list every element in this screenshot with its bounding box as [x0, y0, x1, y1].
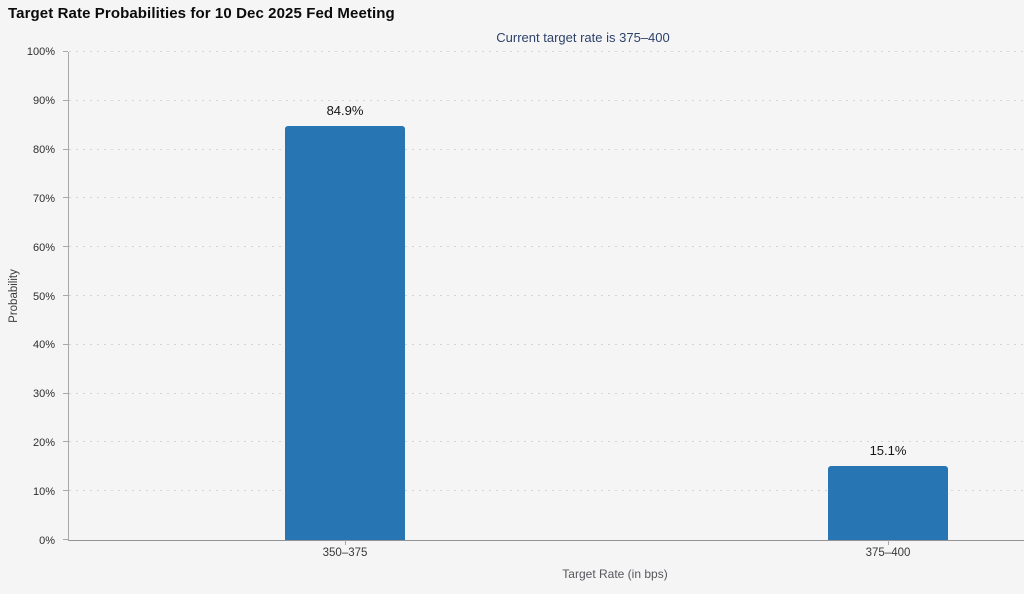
y-tick-label: 40% — [32, 339, 55, 352]
y-axis-tick — [63, 246, 68, 248]
gridline — [69, 441, 1024, 443]
y-axis-tick — [63, 197, 68, 199]
gridline — [69, 197, 1024, 199]
gridline — [69, 99, 1024, 101]
y-tick-label: 50% — [32, 290, 55, 303]
y-axis-tick — [63, 148, 68, 150]
y-axis-tick — [63, 343, 68, 345]
gridline — [69, 295, 1024, 296]
bar — [828, 466, 948, 540]
y-tick-label: 70% — [32, 192, 55, 205]
y-axis-tick — [63, 51, 68, 52]
y-axis-tick — [63, 539, 68, 540]
x-axis-tick — [345, 540, 346, 545]
y-tick-label: 100% — [26, 46, 55, 58]
y-axis-tick — [63, 441, 68, 443]
gridline — [69, 490, 1024, 492]
x-axis-title: Target Rate (in bps) — [562, 567, 668, 581]
y-axis-tick — [63, 392, 68, 394]
gridline — [69, 343, 1024, 345]
y-axis-tick — [63, 295, 68, 296]
y-axis-tick — [63, 490, 68, 492]
y-axis-tick-labels: 0% 10% 20% 30% 40% 50% 60% 70% 80% 90% 100% — [0, 46, 62, 547]
bar — [285, 125, 405, 540]
y-tick-label: 90% — [32, 94, 55, 107]
bar-value-label: 84.9% — [326, 102, 364, 118]
y-tick-label: 0% — [39, 535, 55, 547]
y-tick-label: 10% — [32, 486, 55, 499]
y-axis-tick — [63, 99, 68, 101]
x-tick-label: 375–400 — [865, 547, 911, 559]
x-tick-label: 350–375 — [322, 547, 368, 559]
plot-area: 84.9% 350–375 15.1% 375–400 — [63, 51, 1024, 559]
gridline — [69, 392, 1024, 394]
gridline — [69, 148, 1024, 150]
chart-title: Target Rate Probabilities for 10 Dec 202… — [8, 5, 395, 22]
bar-value-label: 15.1% — [869, 443, 907, 459]
chart-subtitle: Current target rate is 375–400 — [496, 30, 670, 45]
gridline — [69, 246, 1024, 248]
y-tick-label: 60% — [32, 241, 55, 254]
y-tick-label: 30% — [32, 388, 55, 401]
y-tick-label: 80% — [32, 143, 55, 156]
y-tick-label: 20% — [32, 437, 55, 450]
gridline — [69, 51, 1024, 52]
x-axis-tick — [888, 540, 889, 545]
